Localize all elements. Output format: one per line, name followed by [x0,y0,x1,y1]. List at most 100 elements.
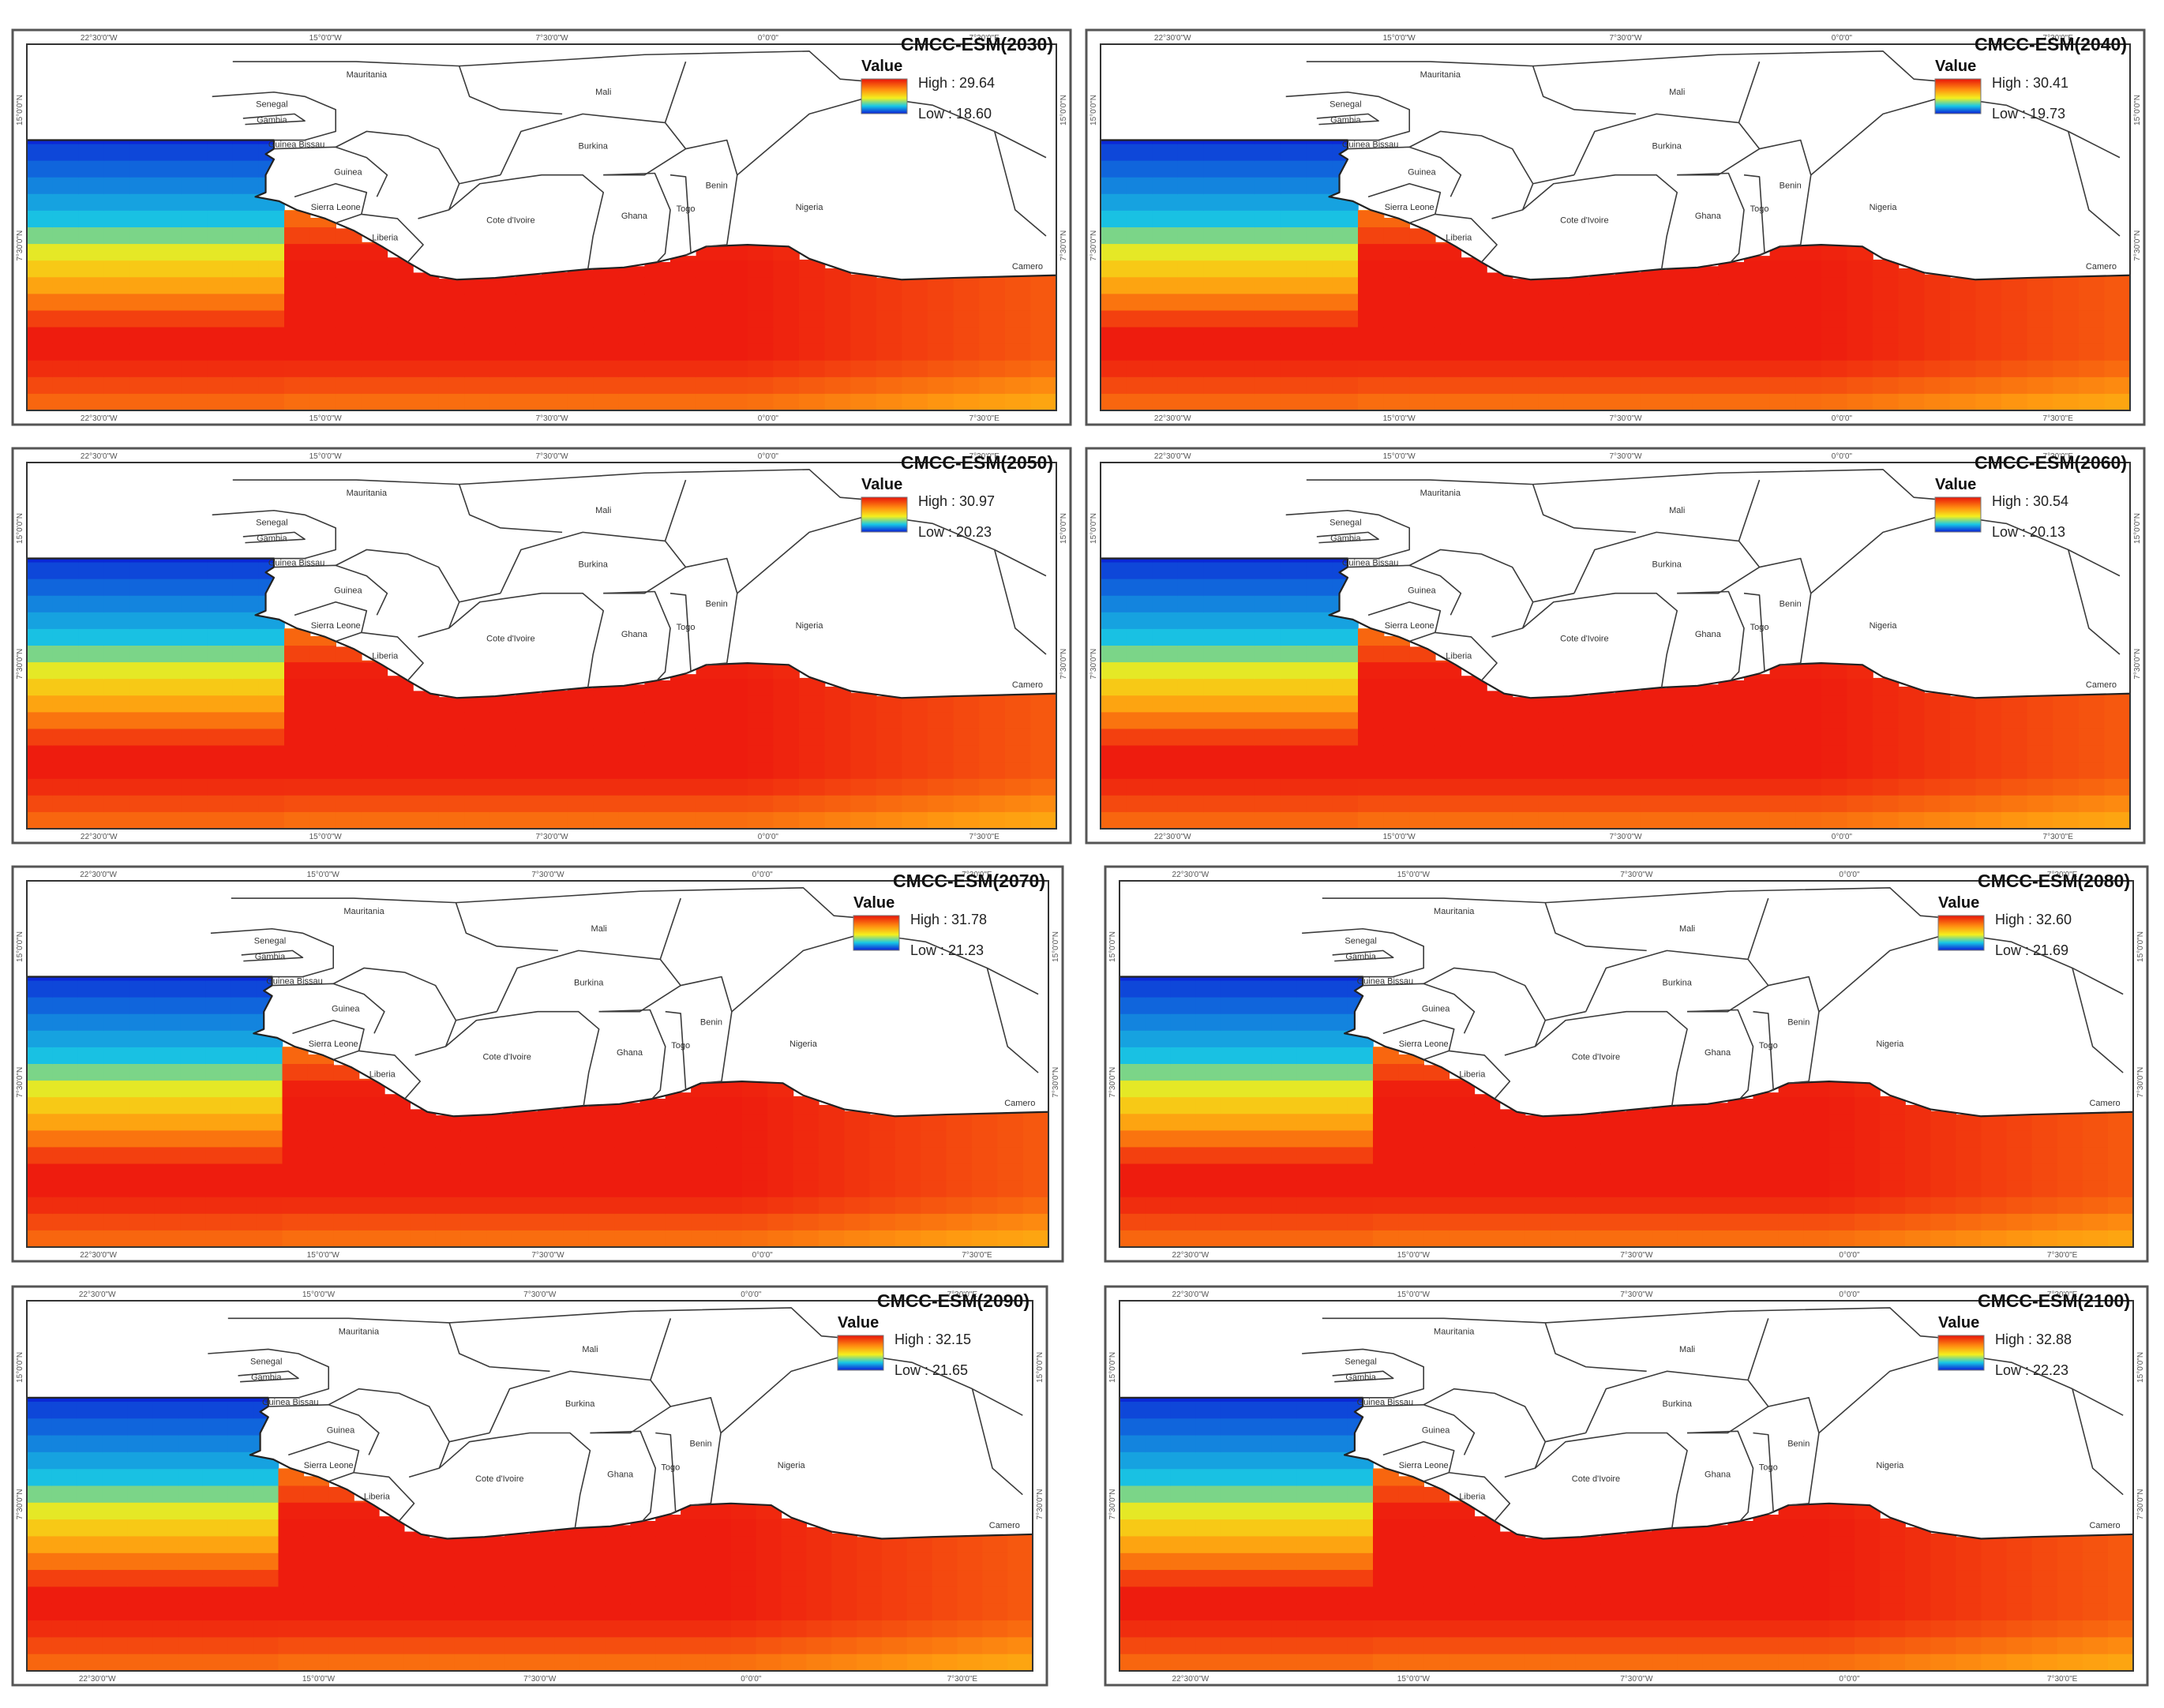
country-label-togo: Togo [661,1463,680,1472]
ocean-grid-cell [258,376,285,395]
ocean-grid-cell [231,1013,257,1032]
y-tick-right: 15°0'0"N [2133,513,2142,544]
ocean-grid-cell [413,272,440,278]
ocean-grid-cell [378,1553,405,1571]
ocean-grid-cell [2057,1637,2083,1655]
ocean-grid-cell [902,811,928,830]
ocean-grid-cell [928,811,954,830]
ocean-grid-cell [563,1163,590,1182]
ocean-grid-cell [644,343,671,361]
country-label-benin: Benin [706,599,728,609]
ocean-grid-cell [665,1197,692,1215]
ocean-grid-cell [403,1553,430,1571]
ocean-grid-cell [278,1469,305,1487]
country-border [1738,480,1759,541]
ocean-grid-cell [278,1553,305,1571]
ocean-grid-cell [793,1197,819,1215]
ocean-grid-cell [156,745,182,763]
ocean-grid-cell [730,1586,757,1605]
country-border [501,532,686,593]
ocean-grid-cell [1615,795,1642,813]
land-area [1120,1301,2133,1539]
y-tick-left: 15°0'0"N [1090,513,1098,544]
ocean-grid-cell [665,1230,692,1248]
country-border [292,1021,364,1060]
ocean-grid-cell [1145,1451,1171,1470]
ocean-grid-cell [1358,729,1385,747]
ocean-grid-cell [716,1081,743,1098]
ocean-grid-cell [1030,694,1057,696]
legend-low-label: Low : 20.13 [1992,524,2065,540]
ocean-grid-cell [1177,729,1205,747]
x-tick-bottom: 7°30'0"W [535,414,568,423]
x-tick-top: 0°0'0" [1839,871,1860,879]
ocean-grid-cell [1101,177,1127,195]
ocean-grid-cell [156,177,182,195]
legend-heading: Value [861,58,902,75]
ocean-grid-cell [593,729,620,747]
country-border [362,214,423,262]
ocean-grid-cell [844,1213,871,1231]
ocean-grid-cell [387,277,414,295]
country-border [1545,1433,1585,1442]
ocean-grid-cell [773,679,800,696]
ocean-grid-cell [773,327,800,345]
ocean-grid-cell [1600,1553,1627,1571]
ocean-grid-cell [1126,558,1153,564]
ocean-grid-cell [1126,762,1153,780]
ocean-grid-cell [806,1536,832,1554]
ocean-grid-cell [850,277,877,295]
ocean-grid-cell [1332,778,1359,796]
x-tick-bottom: 0°0'0" [1839,1675,1860,1684]
ocean-grid-cell [413,277,440,295]
ocean-grid-cell [232,811,260,830]
ocean-grid-cell [1152,327,1179,345]
ocean-grid-cell [284,376,311,395]
ocean-grid-cell [1255,310,1281,328]
ocean-grid-cell [1930,1637,1957,1655]
ocean-grid-cell [1221,1519,1247,1538]
ocean-grid-cell [1126,612,1153,630]
ocean-grid-cell [1373,1637,1399,1655]
ocean-grid-cell [1126,562,1153,580]
ocean-grid-cell [435,1163,462,1182]
ocean-grid-cell [2104,360,2131,378]
ocean-grid-cell [1981,1130,2008,1148]
ocean-grid-cell [52,976,79,982]
ocean-grid-cell [1667,360,1693,378]
ocean-grid-cell [1271,1130,1298,1148]
ocean-grid-cell [1512,343,1539,361]
ocean-grid-cell [1383,795,1410,813]
ocean-grid-cell [1692,811,1720,830]
ocean-grid-cell [1120,1197,1146,1215]
ocean-grid-cell [850,795,877,813]
ocean-grid-cell [489,795,517,813]
ocean-grid-cell [1924,310,1951,328]
ocean-grid-cell [773,343,800,361]
ocean-grid-cell [1847,343,1873,361]
ocean-grid-cell [1898,376,1925,395]
ocean-grid-cell [1769,811,1796,830]
ocean-grid-cell [1727,1130,1754,1148]
ocean-grid-cell [1347,1469,1374,1487]
map-body [27,881,1049,1248]
panel-title: CMCC-ESM(2050) [901,452,1053,473]
ocean-grid-cell [1246,1451,1273,1470]
ocean-grid-cell [1575,1213,1602,1231]
ocean-grid-cell [1550,1147,1577,1165]
ocean-grid-cell [1271,1620,1298,1639]
ocean-grid-cell [1667,686,1693,696]
ocean-grid-cell [1905,1180,1931,1198]
ocean-grid-cell [1803,1213,1830,1231]
ocean-grid-cell [1667,712,1693,730]
country-border [439,1433,590,1529]
ocean-grid-cell [1246,997,1273,1015]
ocean-grid-cell [1898,762,1925,780]
ocean-grid-cell [1930,1130,1957,1148]
ocean-grid-cell [1880,1637,1906,1655]
ocean-grid-cell [1641,360,1667,378]
ocean-grid-cell [747,695,774,714]
ocean-grid-cell [1423,1637,1450,1655]
ocean-grid-cell [1474,1586,1501,1605]
ocean-grid-cell [1195,1435,1222,1453]
